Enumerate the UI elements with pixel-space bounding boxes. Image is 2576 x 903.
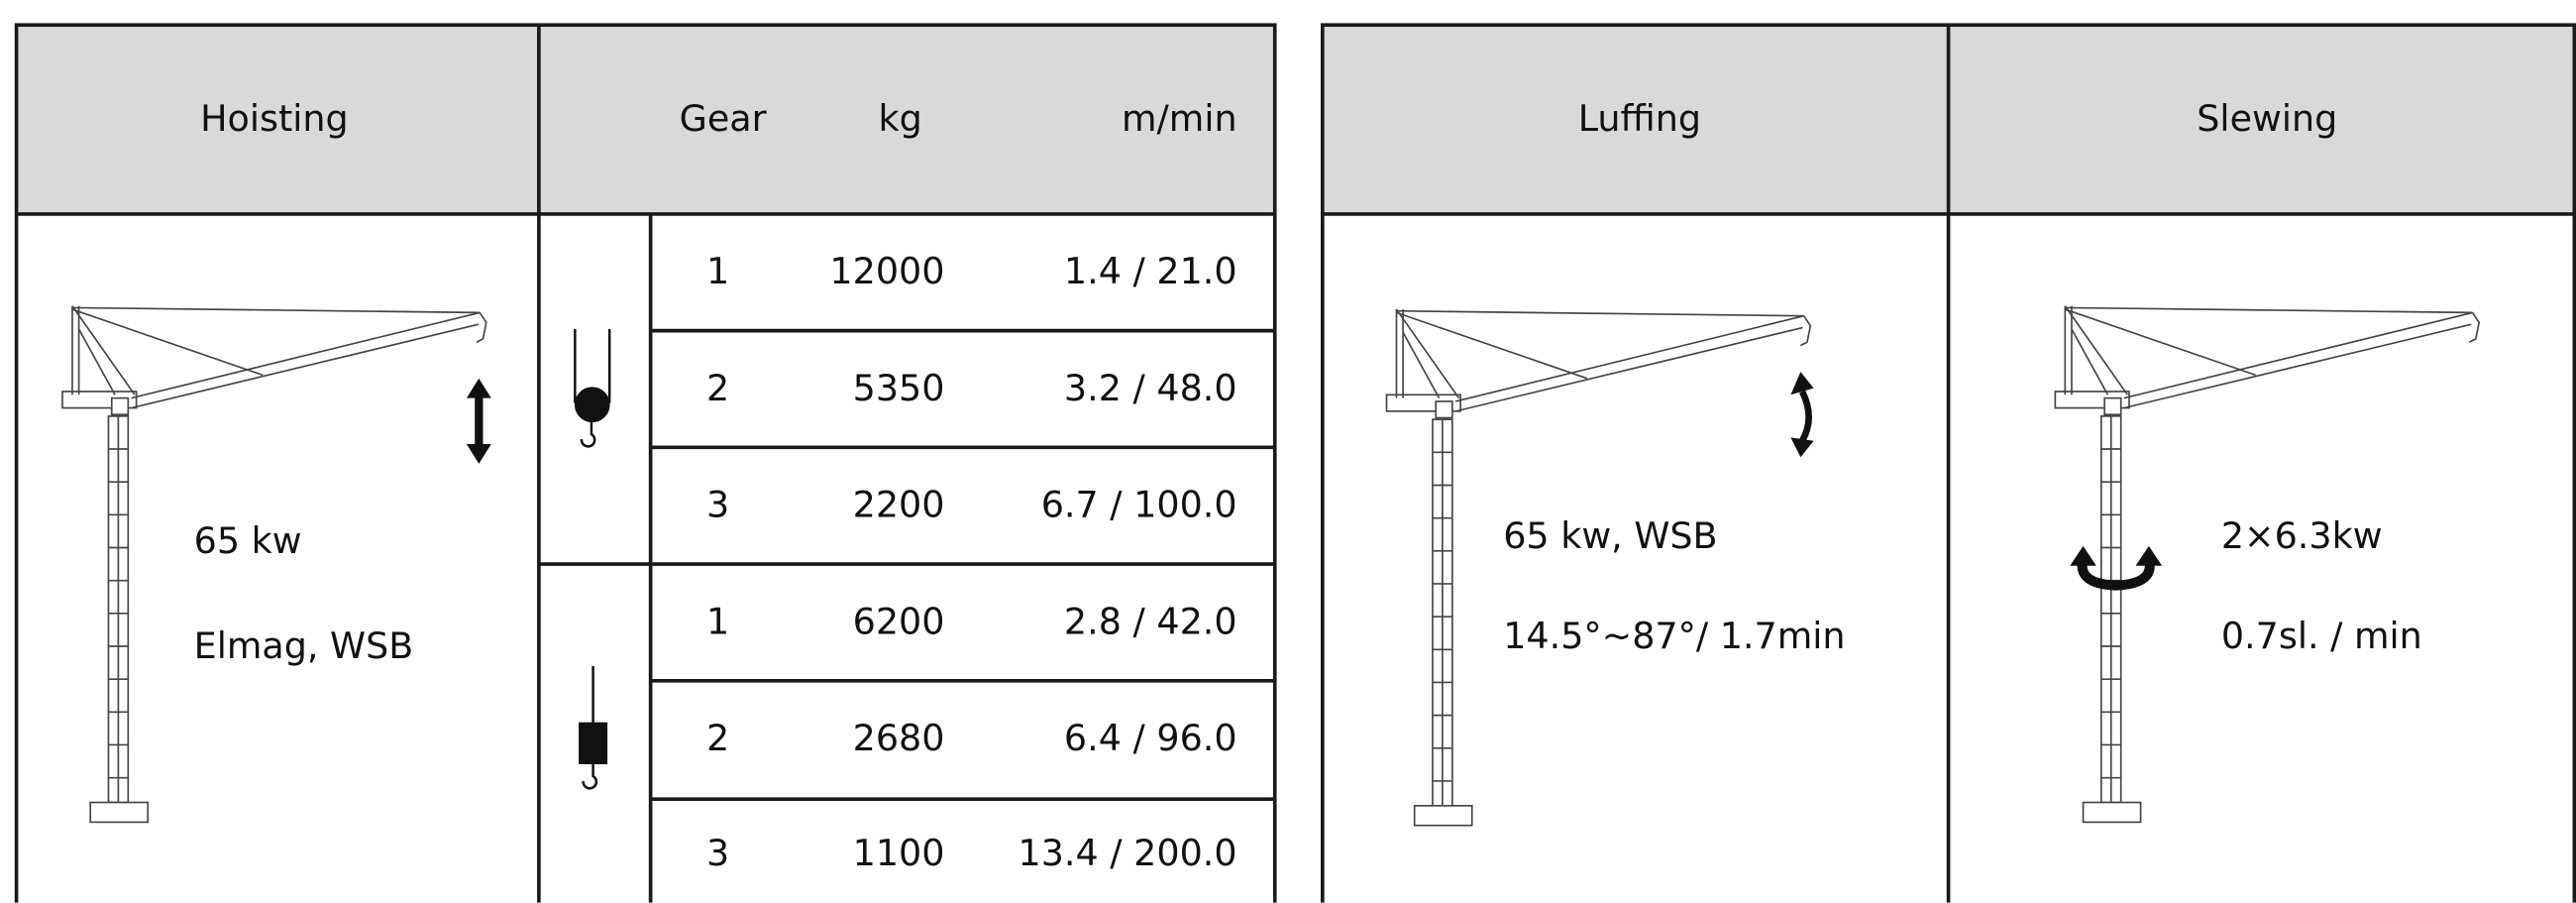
block-icon bbox=[579, 665, 608, 790]
hook-icon bbox=[574, 328, 611, 448]
table-grid bbox=[14, 23, 1277, 903]
speed-cell: 13.4 / 200.0 bbox=[1019, 832, 1237, 874]
load-cell: 6200 bbox=[853, 600, 945, 642]
slew-arrow bbox=[2070, 545, 2163, 591]
load-cell: 5350 bbox=[853, 367, 945, 409]
load-cell: 2680 bbox=[853, 717, 945, 759]
gear-cell: 2 bbox=[706, 367, 729, 409]
crane-icon bbox=[1385, 308, 1812, 827]
gear-cell: 1 bbox=[706, 250, 729, 292]
gear-cell: 2 bbox=[706, 717, 729, 759]
gear-rows: 1 12000 1.4 / 21.0 2 5350 3.2 / 48.0 3 2200 6.7 … bbox=[706, 250, 1237, 874]
column-header: m/min bbox=[1122, 97, 1237, 140]
crane-icon bbox=[2054, 304, 2480, 824]
speed-cell: 6.7 / 100.0 bbox=[1041, 484, 1237, 526]
speed-cell: 1.4 / 21.0 bbox=[1064, 250, 1237, 292]
slewing-speed: 0.7sl. / min bbox=[2221, 615, 2422, 657]
speed-cell: 3.2 / 48.0 bbox=[1064, 367, 1237, 409]
gear-cell: 3 bbox=[706, 832, 729, 874]
gear-cell: 1 bbox=[706, 600, 729, 642]
table-grid bbox=[1320, 23, 2576, 903]
load-cell: 12000 bbox=[829, 250, 944, 292]
load-cell: 1100 bbox=[853, 832, 945, 874]
slewing-header: Slewing bbox=[2197, 97, 2337, 140]
column-header: Gear bbox=[680, 97, 767, 140]
luffing-header: Luffing bbox=[1578, 97, 1701, 140]
luff-arrow bbox=[1790, 372, 1814, 458]
speed-cell: 2.8 / 42.0 bbox=[1064, 600, 1237, 642]
hoisting-power: 65 kw bbox=[194, 519, 302, 562]
load-cell: 2200 bbox=[853, 484, 945, 526]
luffing-range: 14.5°~87°/ 1.7min bbox=[1503, 615, 1845, 657]
crane-icon bbox=[61, 304, 487, 824]
speed-cell: 6.4 / 96.0 bbox=[1064, 717, 1237, 759]
luffing-power: 65 kw, WSB bbox=[1503, 514, 1717, 557]
hoisting-brake: Elmag, WSB bbox=[194, 624, 414, 667]
slewing-power: 2×6.3kw bbox=[2221, 514, 2383, 557]
hoist-arrow bbox=[466, 378, 491, 464]
gear-cell: 3 bbox=[706, 484, 729, 526]
header-band bbox=[16, 25, 1275, 214]
hoisting-header: Hoisting bbox=[200, 97, 349, 140]
column-header: kg bbox=[879, 97, 922, 140]
